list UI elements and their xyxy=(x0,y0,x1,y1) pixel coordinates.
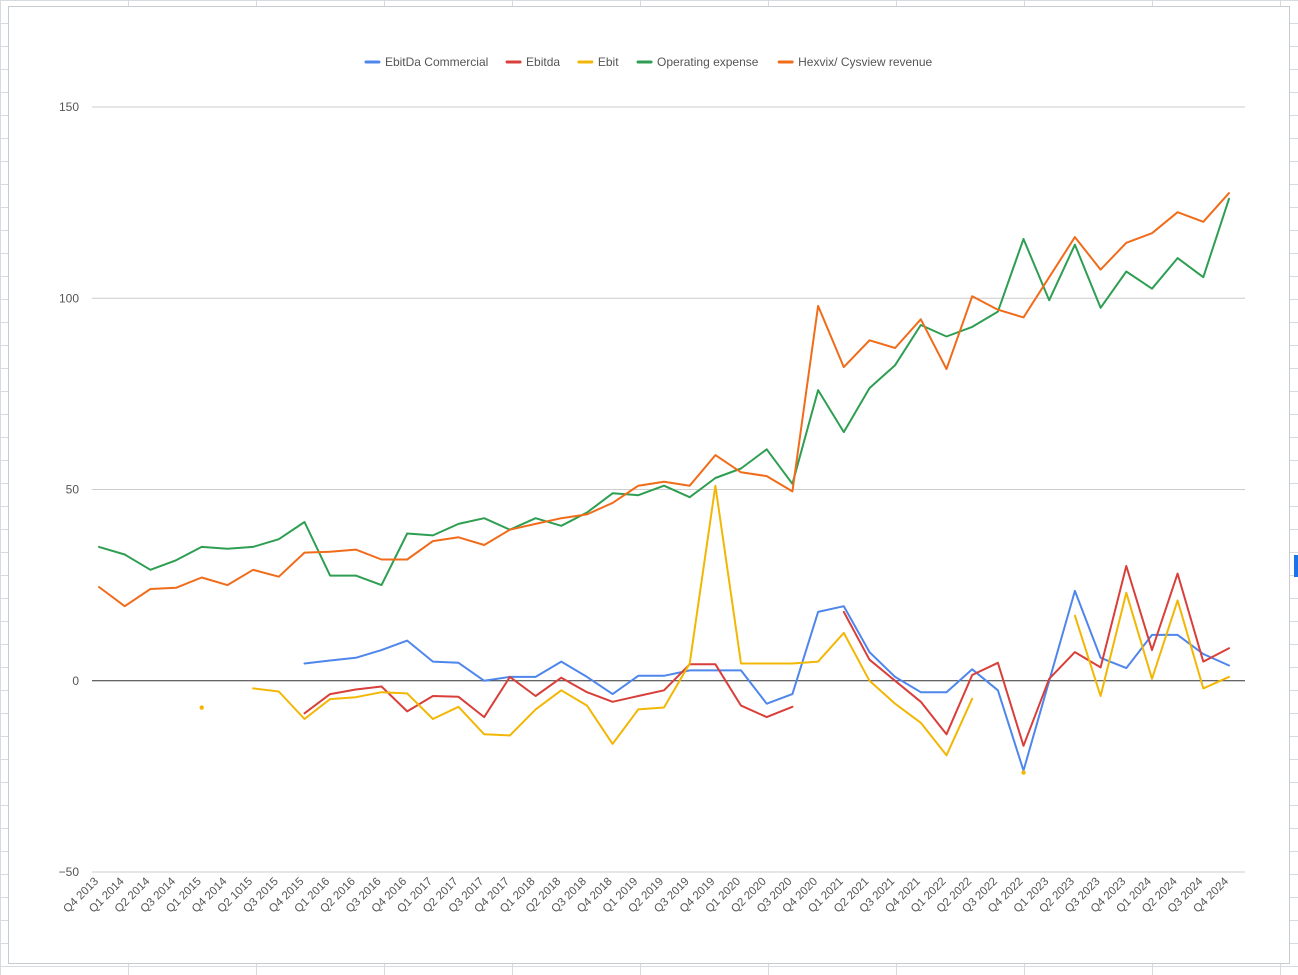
legend-label: EbitDa Commercial xyxy=(385,55,488,69)
legend-label: Ebitda xyxy=(526,55,560,69)
series-line-ebitda xyxy=(303,663,794,719)
sheet-column-handle[interactable] xyxy=(1294,555,1298,577)
y-tick-label: 100 xyxy=(59,291,79,305)
y-tick-label: −50 xyxy=(59,865,80,879)
legend-label: Operating expense xyxy=(657,55,759,69)
series-line-ebitda-commercial xyxy=(303,589,1230,772)
series-point-ebit xyxy=(199,705,204,710)
series-line-operating-expense xyxy=(98,197,1230,587)
y-tick-label: 150 xyxy=(59,100,79,114)
y-tick-label: 50 xyxy=(66,483,80,497)
legend-label: Ebit xyxy=(598,55,619,69)
series-line-ebit xyxy=(252,484,974,757)
legend-label: Hexvix/ Cysview revenue xyxy=(798,55,932,69)
series-line-ebitda xyxy=(842,565,1230,747)
y-tick-label: 0 xyxy=(72,674,79,688)
series-line-hexvix-cysview-revenue xyxy=(98,192,1230,608)
chart-container: −50 0 50 100 150 Q4 2013 Q1 2014 Q2 2014 Q3 2014… xyxy=(8,6,1290,964)
series-point-ebit xyxy=(1021,770,1026,775)
series-line-ebit xyxy=(1073,591,1230,697)
